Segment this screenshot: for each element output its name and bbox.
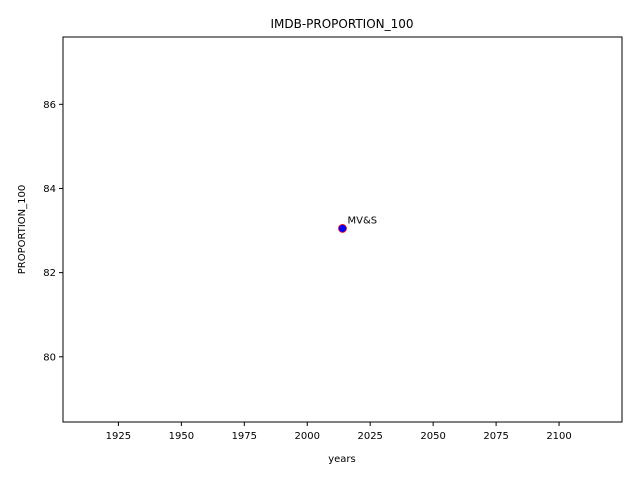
plot-area-frame <box>62 36 623 423</box>
x-tick-label: 2000 <box>295 431 320 442</box>
y-tick-label: 86 <box>43 100 56 111</box>
x-tick-label: 1925 <box>106 431 131 442</box>
chart-title: IMDB-PROPORTION_100 <box>270 17 413 31</box>
data-points: MV&S <box>338 215 378 233</box>
x-axis-title: years <box>328 454 356 465</box>
x-tick-label: 2050 <box>420 431 445 442</box>
y-axis-ticks: 80 82 84 86 <box>43 100 63 363</box>
y-axis-title: PROPORTION_100 <box>17 185 28 274</box>
y-tick-label: 84 <box>43 184 56 195</box>
x-tick-label: 2100 <box>546 431 571 442</box>
scatter-point <box>338 224 347 233</box>
y-tick-label: 82 <box>43 268 56 279</box>
x-tick-label: 1950 <box>169 431 194 442</box>
point-label: MV&S <box>348 215 378 226</box>
x-tick-label: 1975 <box>232 431 257 442</box>
y-tick-label: 80 <box>43 352 56 363</box>
x-tick-label: 2025 <box>357 431 382 442</box>
x-axis-ticks: 1925 1950 1975 2000 2025 2050 2075 2100 <box>106 422 572 442</box>
x-tick-label: 2075 <box>483 431 508 442</box>
